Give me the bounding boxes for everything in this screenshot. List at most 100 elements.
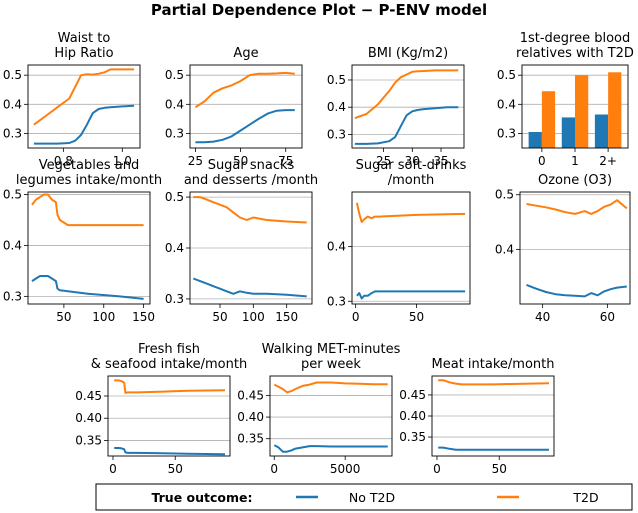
legend-label-t2d: T2D [572,490,598,505]
y-tick-label: 0.4 [327,100,346,114]
bar-t2d-1 [541,91,556,148]
x-tick-label: 35 [433,154,448,168]
plot-frame [27,191,151,305]
subplot-title: and desserts /month [184,173,318,188]
subplot-title: legumes intake/month [16,173,162,188]
y-tick-label: 0.35 [237,432,264,446]
subplot-title: Fresh fish [138,342,200,357]
y-tick-label: 0.40 [75,411,102,425]
subplot-title: Age [233,46,258,61]
bar-t2d-2 [575,75,589,148]
y-tick-label: 0.4 [497,97,516,111]
y-tick-label: 0.5 [495,188,514,202]
x-tick-label: 5000 [330,462,361,476]
series-line-t2d [33,68,135,126]
x-tick-label: 100 [242,310,265,324]
x-tick-label: 0 [433,462,441,476]
y-tick-label: 0.45 [75,389,102,403]
y-tick-label: 0.35 [75,433,102,447]
subplot-7: Sugar soft-drinks/month 0.3 0.4 0 50 [327,158,471,324]
y-tick-label: 0.3 [3,289,22,303]
y-tick-label: 0.4 [165,97,184,111]
x-tick-label: 50 [233,154,248,168]
y-tick-label: 0.5 [165,68,184,82]
bar-no-t2d-3 [594,114,609,148]
subplot-title: Ozone (O3) [538,173,612,188]
plot-frame [189,191,313,305]
y-tick-label: 0.4 [495,242,514,256]
subplot-3: BMI (Kg/m2) 0.3 0.4 0.5 25 30 35 [327,46,465,168]
plot-frame [519,191,631,305]
subplot-title: Sugar soft-drinks [356,158,467,173]
x-tick-label: 60 [600,310,615,324]
bar-no-t2d-1 [528,131,542,148]
series-line-t2d [355,202,466,223]
series-line-no-t2d [438,446,549,451]
y-tick-label: 0.5 [3,68,22,82]
plot-frame [189,64,303,149]
x-tick-label: 150 [132,310,155,324]
y-tick-label: 0.40 [237,410,264,424]
y-tick-label: 0.3 [327,294,346,308]
y-tick-label: 0.3 [497,126,516,140]
legend-label-no-t2d: No T2D [349,490,395,505]
plot-frame [351,191,471,305]
series-line-no-t2d [114,447,226,456]
series-line-no-t2d [33,104,135,145]
x-tick-label: 75 [278,154,293,168]
plot-frame [521,64,629,149]
series-line-no-t2d [354,106,459,145]
y-tick-label: 0.4 [165,241,184,255]
x-tick-label: 150 [275,310,298,324]
y-tick-label: 0.5 [3,188,22,202]
plot-frame [431,375,555,457]
x-tick-label: 0.8 [54,154,73,168]
x-tick-label: 0 [270,462,278,476]
x-tick-label: 25 [376,154,391,168]
figure-title: Partial Dependence Plot − P-ENV model [151,1,487,19]
legend: True outcome: No T2D T2D [95,483,633,511]
y-tick-label: 0.45 [399,388,426,402]
subplot-title: 1st-degree blood [520,31,631,46]
subplot-title: Walking MET-minutes [262,342,401,357]
x-tick-label: 50 [212,310,227,324]
y-tick-label: 0.40 [399,409,426,423]
bar-no-t2d-2 [561,117,575,148]
series-line-t2d [526,199,628,215]
y-tick-label: 0.3 [3,126,22,140]
legend-title: True outcome: [151,490,252,505]
series-line-t2d [354,69,459,120]
plot-frame [351,64,465,149]
x-tick-label: 50 [168,462,183,476]
subplot-title: Waist to [58,31,111,46]
y-tick-label: 0.5 [327,73,346,87]
subplot-title: Sugar snacks [208,158,295,173]
x-tick-label: 0 [109,462,117,476]
y-tick-label: 0.3 [327,127,346,141]
series-line-no-t2d [356,290,466,300]
plot-frame [27,64,141,149]
series-line-t2d [31,193,144,227]
x-tick-label: 50 [56,310,71,324]
subplot-title: Hip Ratio [54,46,113,61]
series-line-no-t2d [273,444,388,453]
y-tick-label: 0.3 [165,126,184,140]
subplot-title: relatives with T2D [516,46,634,61]
x-tick-label: 40 [535,310,550,324]
subplot-title: /month [388,173,435,188]
subplot-title: & seafood intake/month [91,357,247,372]
y-tick-label: 0.45 [237,388,264,402]
subplot-title: Vegetables and [39,158,139,173]
x-tick-label: 50 [409,310,424,324]
y-tick-label: 0.5 [497,68,516,82]
subplot-2: Age 0.3 0.4 0.5 25 50 75 [165,46,303,168]
x-tick-label: 30 [405,154,420,168]
series-line-no-t2d [192,277,307,298]
subplot-8: Ozone (O3) 0.4 0.5 40 60 [495,173,631,324]
plot-frame [107,375,231,457]
y-tick-label: 0.4 [327,240,346,254]
